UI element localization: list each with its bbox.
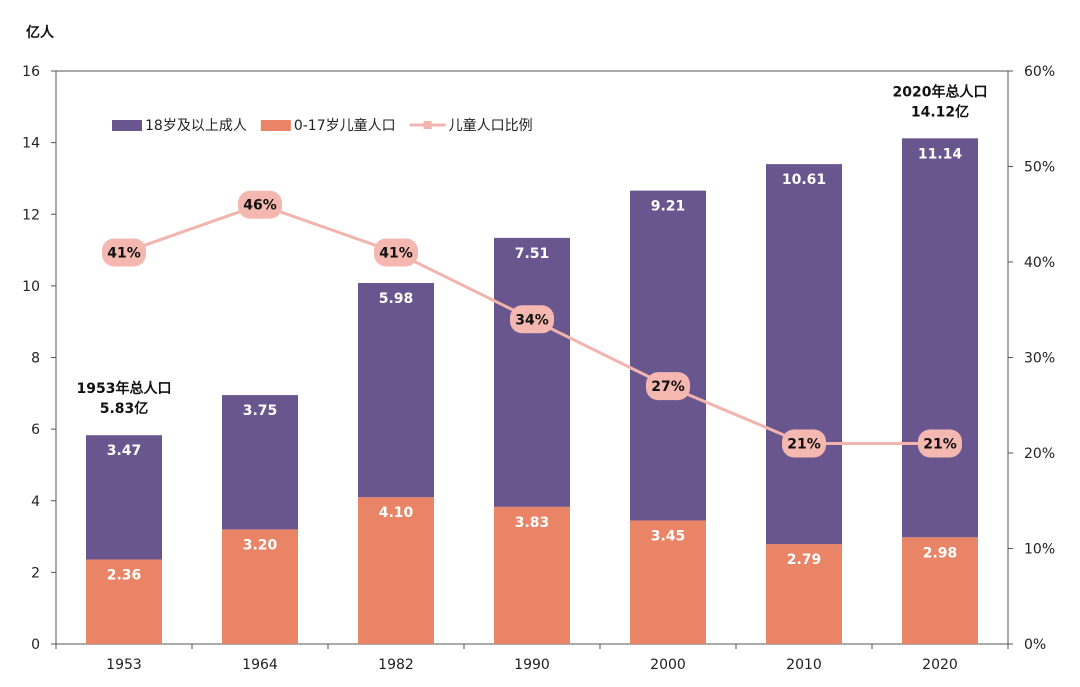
legend-swatch bbox=[112, 120, 142, 131]
x-tick-label: 2010 bbox=[786, 657, 822, 673]
total-annotation: 5.83亿 bbox=[100, 400, 149, 417]
bar-value-label: 5.98 bbox=[379, 291, 414, 307]
bar-value-label: 2.79 bbox=[787, 552, 822, 568]
total-annotation: 1953年总人口 bbox=[77, 380, 172, 397]
bar-segment bbox=[222, 529, 298, 644]
ratio-point-marker bbox=[918, 429, 962, 458]
bar-segment bbox=[86, 559, 162, 644]
bar-value-label: 9.21 bbox=[651, 199, 686, 215]
bar-value-label: 11.14 bbox=[918, 146, 963, 162]
ratio-point-marker bbox=[102, 238, 146, 267]
y-left-tick-label: 16 bbox=[22, 64, 40, 80]
ratio-point-label: 41% bbox=[107, 245, 141, 261]
ratio-point-label: 46% bbox=[243, 198, 277, 214]
y-right-tick-label: 10% bbox=[1024, 542, 1055, 558]
bar-value-label: 3.20 bbox=[243, 537, 278, 553]
bar-value-label: 3.83 bbox=[515, 515, 550, 531]
x-tick-label: 2000 bbox=[650, 657, 686, 673]
bar-segment bbox=[494, 237, 570, 507]
ratio-point-marker bbox=[782, 429, 826, 458]
legend: 18岁及以上成人 0-17岁儿童人口 儿童人口比例 bbox=[112, 117, 533, 134]
total-annotation: 14.12亿 bbox=[911, 103, 969, 120]
bar-segment bbox=[358, 497, 434, 644]
y-axis-unit-label: 亿人 bbox=[26, 24, 55, 41]
x-tick-label: 1990 bbox=[514, 657, 550, 673]
bar-value-label: 3.47 bbox=[107, 443, 142, 459]
bar-segment bbox=[222, 395, 298, 530]
bar-segment bbox=[902, 537, 978, 644]
ratio-point-marker bbox=[374, 238, 418, 267]
y-right-tick-label: 20% bbox=[1024, 446, 1055, 462]
x-tick-label: 1982 bbox=[378, 657, 414, 673]
y-left-tick-label: 12 bbox=[22, 207, 40, 223]
ratio-point-label: 41% bbox=[379, 245, 413, 261]
y-left-tick-label: 10 bbox=[22, 279, 40, 295]
y-left-tick-label: 0 bbox=[31, 637, 40, 653]
bar-segment bbox=[86, 435, 162, 560]
ratio-point-label: 21% bbox=[923, 436, 957, 452]
legend-swatch bbox=[260, 120, 291, 131]
ratio-point-label: 27% bbox=[651, 379, 685, 395]
bar-value-label: 4.10 bbox=[379, 505, 414, 521]
bar-value-label: 3.45 bbox=[651, 528, 686, 544]
bar-value-label: 2.98 bbox=[923, 545, 958, 561]
ratio-point-label: 21% bbox=[787, 436, 821, 452]
y-right-tick-label: 30% bbox=[1024, 351, 1055, 367]
x-tick-label: 1953 bbox=[106, 657, 142, 673]
y-left-tick-label: 6 bbox=[31, 422, 40, 438]
x-tick-label: 2020 bbox=[922, 657, 958, 673]
bar-segment bbox=[630, 520, 706, 644]
bar-segment bbox=[766, 164, 842, 545]
bar-value-label: 2.36 bbox=[107, 567, 142, 583]
y-right-tick-label: 60% bbox=[1024, 64, 1055, 80]
total-annotation: 2020年总人口 bbox=[893, 83, 988, 100]
y-right-tick-label: 0% bbox=[1024, 637, 1046, 653]
bar-segment bbox=[494, 506, 570, 644]
ratio-point-marker bbox=[646, 372, 690, 401]
y-right-tick-label: 40% bbox=[1024, 255, 1055, 271]
bar-value-label: 3.75 bbox=[243, 403, 278, 419]
ratio-point-marker bbox=[238, 190, 282, 219]
bar-value-label: 10.61 bbox=[782, 172, 826, 188]
bar-segment bbox=[766, 544, 842, 644]
bar-segment bbox=[358, 283, 434, 498]
y-left-tick-label: 4 bbox=[31, 494, 40, 510]
bar-value-label: 7.51 bbox=[515, 246, 550, 262]
y-right-tick-label: 50% bbox=[1024, 160, 1055, 176]
bar-segment bbox=[902, 138, 978, 538]
y-left-tick-label: 8 bbox=[31, 351, 40, 367]
ratio-point-marker bbox=[510, 305, 554, 334]
legend-label: 0-17岁儿童人口 bbox=[294, 117, 396, 134]
bar-segment bbox=[630, 190, 706, 521]
plot-area: 0 2 4 6 8 10 12 14 16 0% 10% 20% 30% 40% 50% 60% 1953 196… bbox=[22, 64, 1055, 673]
y-left-tick-label: 14 bbox=[22, 136, 40, 152]
x-tick-label: 1964 bbox=[242, 657, 278, 673]
legend-swatch-marker bbox=[423, 121, 432, 129]
y-left-tick-label: 2 bbox=[31, 565, 40, 581]
ratio-point-label: 34% bbox=[515, 312, 549, 328]
legend-label: 18岁及以上成人 bbox=[145, 118, 247, 134]
legend-label: 儿童人口比例 bbox=[449, 117, 533, 134]
